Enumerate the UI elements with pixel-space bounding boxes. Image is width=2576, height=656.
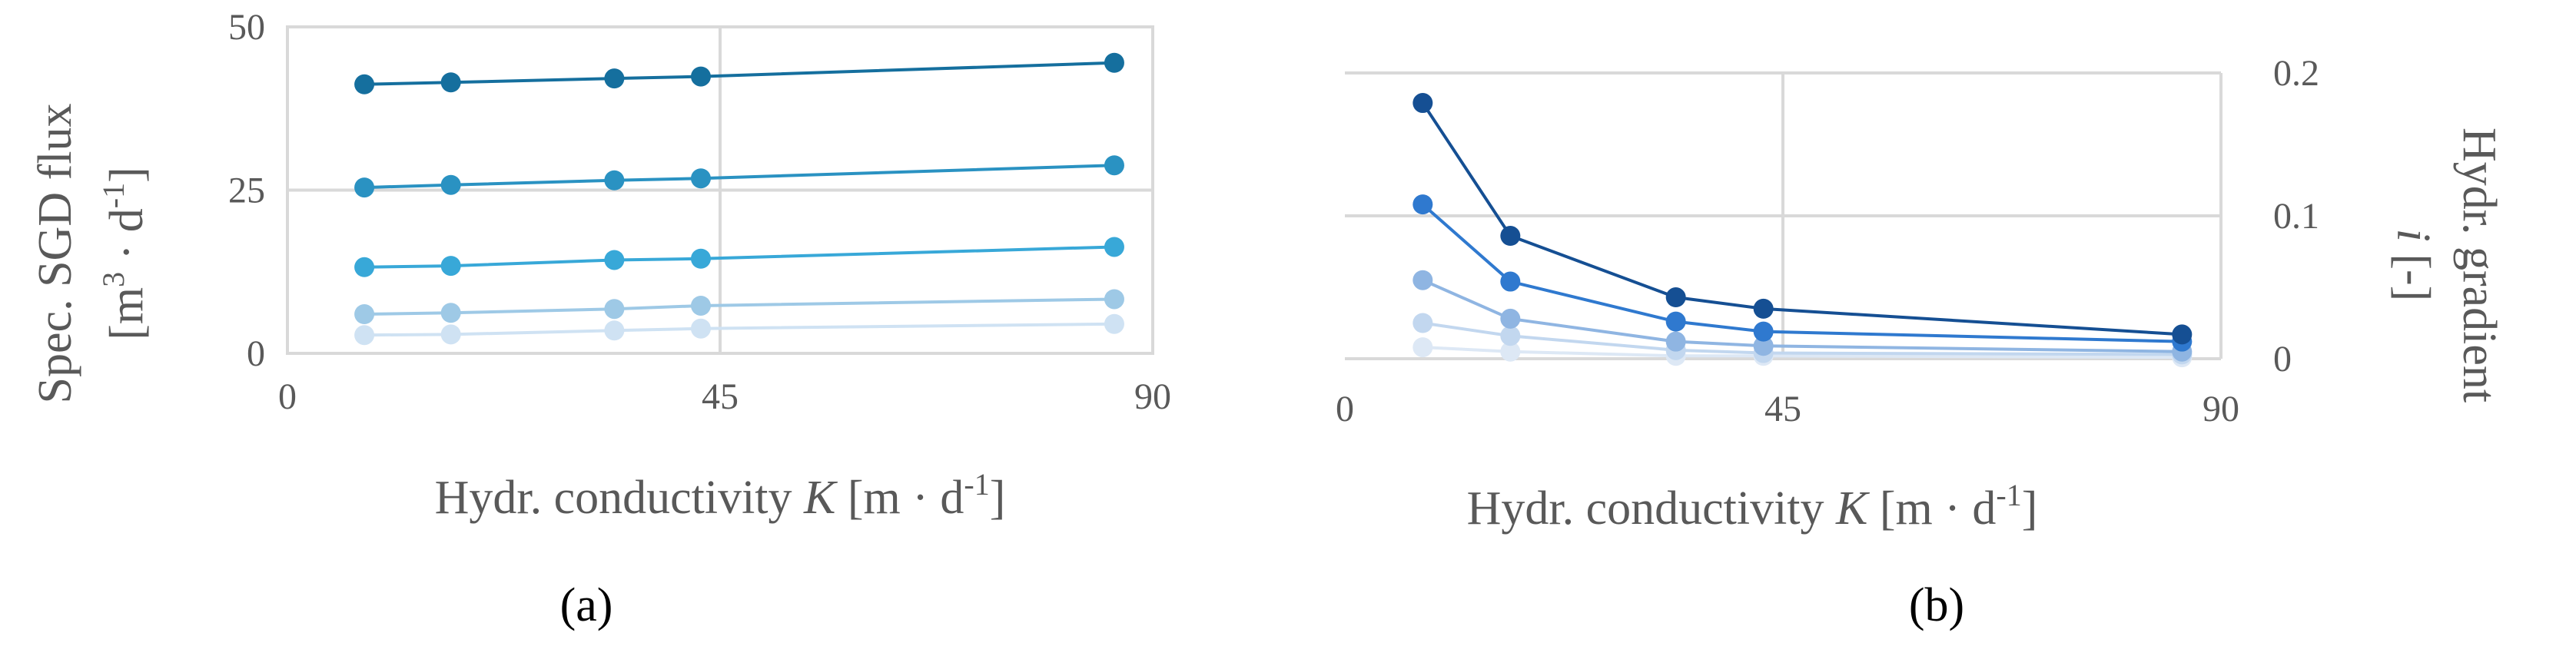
chart-a-series bbox=[354, 52, 1124, 346]
chart-a-series-5 bbox=[354, 52, 1124, 94]
chart-a-ytick-label: 50 bbox=[228, 7, 265, 48]
chart-a-data-point bbox=[440, 324, 461, 345]
chart-a-series-1 bbox=[354, 313, 1124, 346]
chart-b-ytick-label: 0.1 bbox=[2273, 196, 2319, 237]
chart-a-series-line bbox=[364, 61, 1115, 86]
chart-a-tick-labels: 0 25 50 0 45 90 bbox=[228, 7, 1171, 417]
chart-a-series-2 bbox=[354, 289, 1124, 324]
chart-a-data-point bbox=[1104, 289, 1124, 310]
chart-a-data-point bbox=[690, 248, 711, 269]
chart-b-data-point bbox=[1665, 311, 1686, 332]
chart-b-xtick-label: 90 bbox=[2203, 389, 2239, 429]
chart-a-data-point bbox=[354, 74, 375, 94]
chart-b-ylabel-line2: i [-] bbox=[2387, 229, 2439, 302]
chart-a-data-point bbox=[354, 325, 375, 346]
chart-a-ytick-label: 0 bbox=[247, 333, 265, 374]
chart-b-data-point bbox=[2172, 324, 2193, 345]
chart-a-xlabel: Hydr. conductivity K [m · d-1] bbox=[435, 467, 1006, 524]
chart-a-data-point bbox=[690, 295, 711, 316]
chart-b-data-point bbox=[1753, 321, 1774, 342]
chart-a-data-point bbox=[354, 257, 375, 277]
chart-a-data-point bbox=[690, 66, 711, 87]
chart-a-gridlines bbox=[287, 27, 1153, 353]
chart-b-xlabel: Hydr. conductivity K [m · d-1] bbox=[1467, 478, 2038, 535]
chart-b-data-point bbox=[1412, 270, 1433, 290]
chart-b-data-point bbox=[1500, 308, 1521, 329]
chart-a-series-line bbox=[364, 164, 1115, 190]
chart-b-xtick-label: 45 bbox=[1764, 389, 1801, 429]
chart-b-data-point bbox=[1412, 194, 1433, 215]
chart-b-data-point bbox=[1500, 226, 1521, 247]
chart-b-xtick-label: 0 bbox=[1336, 389, 1354, 429]
chart-a-data-point bbox=[604, 170, 625, 191]
chart-a-data-point bbox=[1104, 155, 1124, 176]
chart-a-series-4 bbox=[354, 155, 1124, 198]
chart-a-data-point bbox=[354, 177, 375, 198]
chart-a-series-3 bbox=[354, 237, 1124, 277]
chart-a-data-point bbox=[440, 303, 461, 323]
chart-b-data-point bbox=[1412, 93, 1433, 114]
chart-a-data-point bbox=[1104, 52, 1124, 73]
chart-a-data-point bbox=[690, 318, 711, 339]
chart-b-ytick-label: 0.2 bbox=[2273, 53, 2319, 94]
chart-b-series-4 bbox=[1412, 194, 2193, 352]
chart-a-data-point bbox=[604, 320, 625, 341]
chart-a: 0 25 50 0 45 90 Hydr. conductivity K [m · d-1… bbox=[29, 7, 1171, 631]
chart-b-ytick-label: 0 bbox=[2273, 339, 2292, 379]
chart-a-data-point bbox=[440, 256, 461, 277]
chart-b-data-point bbox=[1412, 337, 1433, 358]
chart-b-data-point bbox=[1500, 326, 1521, 346]
chart-a-data-point bbox=[1104, 313, 1124, 334]
panel-a-label: (a) bbox=[560, 579, 613, 631]
chart-b: 0 0.1 0.2 0 45 90 Hydr. conductivity K [m · d… bbox=[1336, 53, 2505, 631]
chart-a-xtick-label: 45 bbox=[702, 376, 739, 417]
chart-b-data-point bbox=[1753, 298, 1774, 319]
chart-b-data-point bbox=[1753, 336, 1774, 356]
chart-b-series-line bbox=[1422, 278, 2183, 353]
chart-b-data-point bbox=[1665, 287, 1686, 308]
chart-a-xtick-label: 90 bbox=[1134, 376, 1171, 417]
chart-b-data-point bbox=[1500, 341, 1521, 362]
chart-b-series-3 bbox=[1412, 270, 2193, 362]
chart-a-data-point bbox=[604, 299, 625, 320]
chart-b-gridlines bbox=[1345, 71, 2222, 360]
chart-a-ytick-label: 25 bbox=[228, 171, 265, 211]
chart-a-ylabel-line2: [m3 · d-1] bbox=[96, 167, 153, 340]
chart-b-ylabel-line1: Hydr. gradient bbox=[2453, 128, 2505, 403]
chart-a-ylabel-line1: Spec. SGD flux bbox=[29, 104, 81, 404]
chart-b-data-point bbox=[1665, 331, 1686, 352]
chart-a-series-line bbox=[364, 297, 1114, 316]
chart-a-data-point bbox=[354, 304, 375, 324]
chart-a-plot-frame bbox=[286, 25, 1154, 355]
chart-a-data-point bbox=[604, 68, 625, 89]
chart-a-series-line bbox=[364, 322, 1114, 337]
chart-b-data-point bbox=[1412, 313, 1433, 333]
chart-b-data-point bbox=[1500, 271, 1521, 292]
chart-a-series-line bbox=[364, 245, 1115, 269]
chart-b-series bbox=[1412, 93, 2193, 368]
chart-a-data-point bbox=[690, 168, 711, 189]
chart-a-data-point bbox=[604, 250, 625, 270]
panel-b-label: (b) bbox=[1909, 579, 1964, 631]
chart-b-series-5 bbox=[1412, 93, 2193, 345]
chart-a-data-point bbox=[440, 72, 461, 93]
chart-b-series-line bbox=[1421, 101, 2183, 336]
chart-a-data-point bbox=[440, 174, 461, 195]
chart-a-data-point bbox=[1104, 237, 1124, 257]
chart-b-tick-labels: 0 0.1 0.2 0 45 90 bbox=[1336, 53, 2319, 429]
chart-a-xtick-label: 0 bbox=[278, 376, 297, 417]
